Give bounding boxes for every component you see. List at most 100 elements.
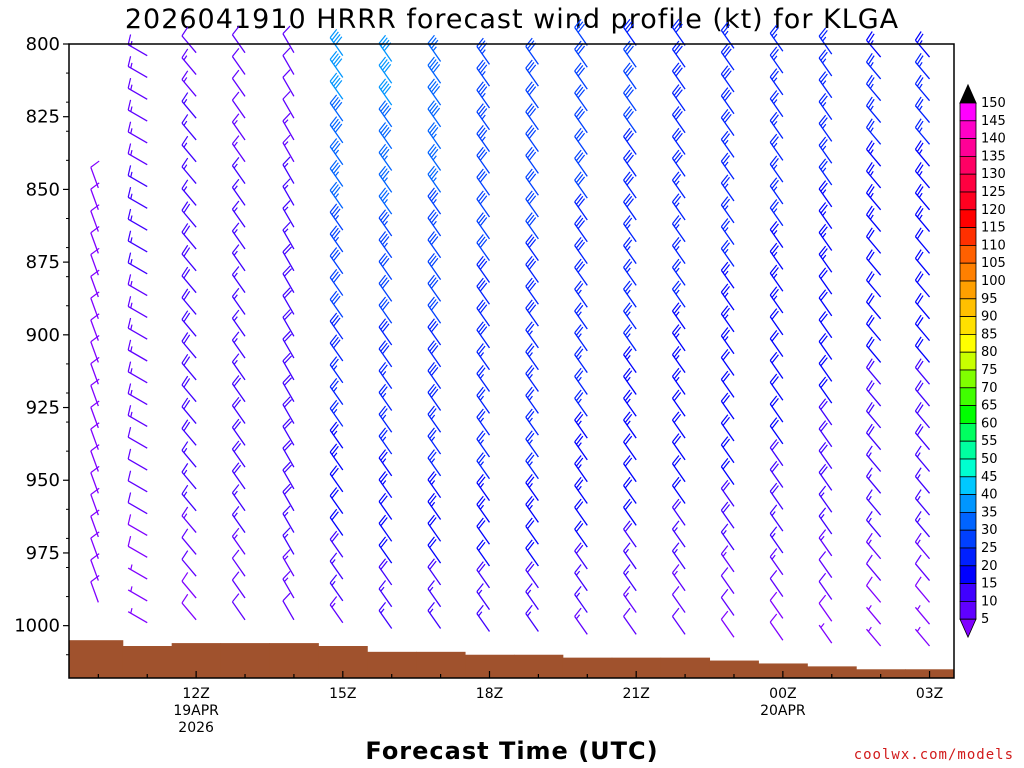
barb-half-feather (331, 580, 336, 586)
wind-barb (769, 591, 784, 619)
wind-barb (329, 530, 344, 558)
barb-feather (771, 136, 779, 146)
wind-barb (720, 414, 735, 442)
barb-staff (866, 105, 882, 123)
wind-barb (231, 484, 246, 512)
barb-feather (916, 186, 924, 196)
barb-feather (771, 27, 779, 37)
barb-staff (525, 591, 539, 611)
barb-staff (671, 528, 686, 548)
barb-feather (673, 326, 682, 336)
barb-feather (181, 223, 189, 233)
barb-feather (331, 511, 339, 521)
wind-barb (329, 378, 344, 405)
barb-feather (574, 193, 582, 203)
barb-feather (575, 130, 584, 140)
barb-feather (525, 255, 533, 265)
wind-barb (769, 220, 784, 248)
barb-feather (820, 269, 828, 279)
barb-feather (427, 362, 435, 371)
barb-half-feather (130, 280, 133, 287)
barb-staff (574, 223, 588, 243)
barb-staff (476, 591, 491, 611)
barb-staff (231, 514, 246, 533)
barb-staff (476, 525, 491, 545)
barb-feather (624, 326, 633, 336)
wind-barb (127, 165, 148, 188)
barb-feather (329, 421, 338, 431)
barb-half-feather (383, 199, 388, 204)
barb-feather (575, 86, 584, 96)
barb-staff (914, 410, 931, 429)
barb-staff (720, 313, 735, 333)
barb-feather (476, 190, 484, 200)
wind-barb (914, 380, 931, 407)
barb-staff (574, 27, 588, 46)
wind-barb (231, 396, 246, 424)
barb-half-feather (673, 570, 678, 576)
barb-half-feather (430, 414, 436, 420)
barb-half-feather (333, 387, 338, 392)
wind-barb (720, 239, 735, 267)
barb-feather (623, 433, 631, 443)
barb-feather (673, 304, 682, 314)
barb-staff (282, 600, 295, 621)
barb-feather (231, 527, 240, 537)
barb-staff (476, 547, 491, 567)
barb-staff (476, 438, 491, 458)
wind-barb (90, 553, 100, 581)
colorbar-label: 30 (981, 523, 998, 538)
wind-barb (671, 498, 686, 526)
y-tick-label: 900 (26, 325, 60, 346)
barb-feather (525, 495, 533, 505)
barb-feather (478, 367, 486, 377)
barb-feather (575, 304, 584, 314)
barb-feather (427, 405, 435, 415)
wind-barb (378, 274, 393, 302)
barb-feather (429, 364, 437, 374)
barb-feather (771, 48, 779, 58)
wind-barb (127, 56, 148, 79)
wind-barb (476, 408, 491, 436)
barb-feather (382, 192, 390, 202)
barb-feather (231, 462, 240, 472)
barb-feather (675, 67, 683, 77)
wind-barb (427, 514, 442, 542)
barb-half-feather (130, 128, 133, 134)
barb-feather (478, 149, 486, 159)
barb-feather (127, 208, 132, 220)
barb-feather (624, 392, 633, 402)
colorbar-label: 135 (981, 149, 1006, 164)
barb-feather (476, 125, 484, 134)
barb-feather (525, 37, 533, 47)
barb-feather (575, 392, 584, 402)
barb-feather (722, 111, 731, 121)
barb-feather (476, 37, 484, 47)
colorbar-swatch (959, 476, 977, 495)
barb-feather (429, 386, 437, 396)
barb-half-feather (869, 105, 874, 111)
barb-half-feather (918, 171, 923, 177)
wind-barb (231, 462, 246, 490)
barb-feather (914, 205, 922, 216)
barb-staff (90, 254, 99, 276)
wind-barb (329, 574, 344, 602)
barb-half-feather (479, 439, 485, 445)
barb-feather (127, 77, 132, 89)
barb-feather (427, 296, 435, 306)
barb-staff (866, 432, 882, 451)
barb-feather (476, 408, 484, 418)
wind-barb (231, 353, 246, 381)
barb-staff (181, 580, 197, 599)
barb-staff (623, 397, 637, 417)
barb-half-feather (283, 119, 289, 124)
barb-half-feather (233, 512, 238, 518)
barb-feather (127, 165, 132, 176)
barb-staff (127, 611, 148, 624)
barb-staff (427, 64, 442, 84)
barb-feather (90, 574, 100, 583)
barb-feather (867, 273, 875, 283)
barb-feather (429, 277, 437, 287)
barb-staff (378, 152, 393, 171)
barb-feather (430, 214, 439, 224)
